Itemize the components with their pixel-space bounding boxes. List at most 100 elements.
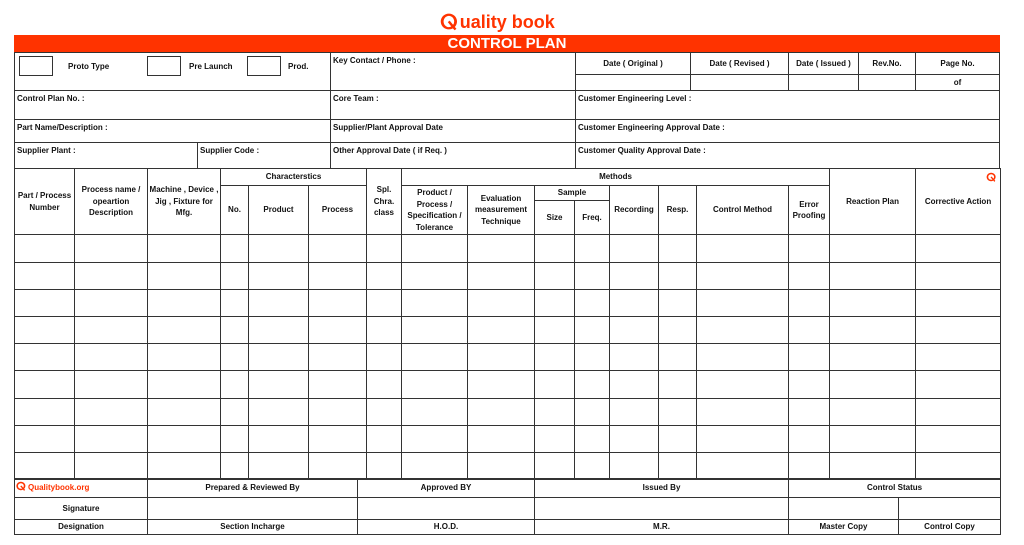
table-cell[interactable] — [220, 370, 249, 399]
table-cell[interactable] — [609, 315, 659, 345]
table-cell[interactable] — [366, 234, 402, 263]
table-cell[interactable] — [401, 315, 468, 345]
table-cell[interactable] — [658, 343, 697, 372]
page-of-field[interactable]: of — [915, 74, 1000, 91]
table-cell[interactable] — [574, 451, 610, 481]
table-cell[interactable] — [147, 261, 221, 290]
table-cell[interactable] — [366, 343, 402, 372]
table-cell[interactable] — [308, 451, 367, 481]
table-cell[interactable] — [574, 261, 610, 290]
table-cell[interactable] — [534, 288, 575, 317]
table-cell[interactable] — [220, 424, 249, 453]
table-cell[interactable] — [829, 234, 917, 263]
table-cell[interactable] — [308, 261, 367, 290]
table-cell[interactable] — [366, 288, 402, 317]
date-issued-field[interactable] — [788, 74, 859, 91]
table-cell[interactable] — [696, 451, 789, 481]
table-cell[interactable] — [74, 424, 148, 453]
part-name-field[interactable]: Part Name/Description : — [14, 119, 331, 143]
table-cell[interactable] — [308, 397, 367, 426]
table-cell[interactable] — [609, 288, 659, 317]
table-cell[interactable] — [401, 261, 468, 290]
approved-signature-field[interactable] — [357, 496, 535, 520]
table-cell[interactable] — [467, 424, 535, 453]
table-cell[interactable] — [787, 261, 831, 290]
table-cell[interactable] — [787, 370, 831, 399]
other-approval-field[interactable]: Other Approval Date ( if Req. ) — [330, 142, 576, 169]
table-cell[interactable] — [915, 315, 1002, 345]
control-copy-field[interactable] — [897, 496, 1002, 520]
table-cell[interactable] — [658, 288, 697, 317]
table-cell[interactable] — [220, 234, 249, 263]
table-cell[interactable] — [915, 451, 1002, 481]
table-cell[interactable] — [147, 397, 221, 426]
table-cell[interactable] — [74, 261, 148, 290]
table-cell[interactable] — [147, 424, 221, 453]
table-cell[interactable] — [787, 343, 831, 372]
customer-engineering-approval-field[interactable]: Customer Engineering Approval Date : — [575, 119, 1000, 143]
table-cell[interactable] — [74, 343, 148, 372]
customer-quality-approval-field[interactable]: Customer Quality Approval Date : — [575, 142, 1000, 169]
table-cell[interactable] — [467, 234, 535, 263]
table-cell[interactable] — [787, 397, 831, 426]
table-cell[interactable] — [467, 343, 535, 372]
table-cell[interactable] — [609, 424, 659, 453]
table-cell[interactable] — [248, 261, 309, 290]
table-cell[interactable] — [14, 315, 75, 345]
table-cell[interactable] — [248, 234, 309, 263]
table-cell[interactable] — [696, 370, 789, 399]
proto-type-checkbox[interactable] — [19, 56, 53, 76]
rev-no-field[interactable] — [858, 74, 916, 91]
table-cell[interactable] — [915, 261, 1002, 290]
table-cell[interactable] — [248, 370, 309, 399]
table-cell[interactable] — [248, 343, 309, 372]
table-cell[interactable] — [915, 343, 1002, 372]
table-cell[interactable] — [658, 370, 697, 399]
table-cell[interactable] — [534, 451, 575, 481]
table-cell[interactable] — [308, 370, 367, 399]
table-cell[interactable] — [147, 370, 221, 399]
table-cell[interactable] — [574, 424, 610, 453]
table-cell[interactable] — [534, 343, 575, 372]
table-cell[interactable] — [829, 370, 917, 399]
table-cell[interactable] — [147, 234, 221, 263]
table-cell[interactable] — [915, 288, 1002, 317]
table-cell[interactable] — [248, 424, 309, 453]
date-original-field[interactable] — [575, 74, 691, 91]
date-revised-field[interactable] — [690, 74, 789, 91]
table-cell[interactable] — [366, 424, 402, 453]
table-cell[interactable] — [915, 370, 1002, 399]
table-cell[interactable] — [467, 315, 535, 345]
table-cell[interactable] — [401, 397, 468, 426]
table-cell[interactable] — [308, 288, 367, 317]
table-cell[interactable] — [696, 343, 789, 372]
core-team-field[interactable]: Core Team : — [330, 90, 576, 120]
table-cell[interactable] — [308, 315, 367, 345]
table-cell[interactable] — [366, 261, 402, 290]
table-cell[interactable] — [658, 261, 697, 290]
table-cell[interactable] — [609, 261, 659, 290]
issued-signature-field[interactable] — [534, 496, 789, 520]
table-cell[interactable] — [74, 397, 148, 426]
table-cell[interactable] — [829, 424, 917, 453]
table-cell[interactable] — [366, 451, 402, 481]
table-cell[interactable] — [658, 315, 697, 345]
table-cell[interactable] — [829, 315, 917, 345]
table-cell[interactable] — [220, 397, 249, 426]
table-cell[interactable] — [534, 315, 575, 345]
table-cell[interactable] — [14, 424, 75, 453]
table-cell[interactable] — [366, 397, 402, 426]
table-cell[interactable] — [609, 370, 659, 399]
table-cell[interactable] — [696, 397, 789, 426]
table-cell[interactable] — [787, 424, 831, 453]
table-cell[interactable] — [467, 370, 535, 399]
table-cell[interactable] — [574, 234, 610, 263]
table-cell[interactable] — [74, 370, 148, 399]
table-cell[interactable] — [220, 451, 249, 481]
table-cell[interactable] — [534, 397, 575, 426]
table-cell[interactable] — [248, 397, 309, 426]
table-cell[interactable] — [401, 370, 468, 399]
table-cell[interactable] — [829, 451, 917, 481]
table-cell[interactable] — [787, 288, 831, 317]
table-cell[interactable] — [401, 234, 468, 263]
